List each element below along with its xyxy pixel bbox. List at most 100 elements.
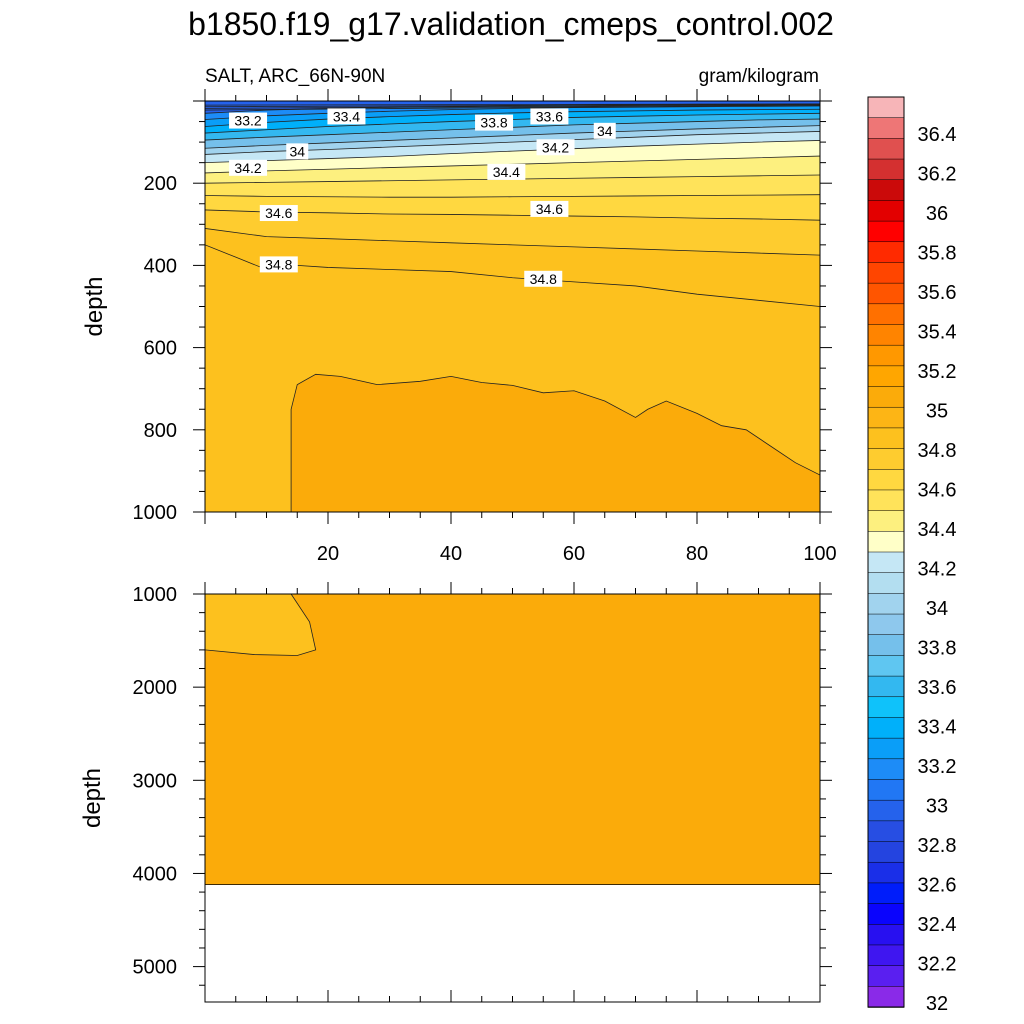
surface-contour-line <box>205 103 820 106</box>
colorbar-label: 35.2 <box>918 361 957 383</box>
colorbar-swatch <box>867 551 905 574</box>
colorbar-swatch <box>867 820 905 843</box>
lower-shallow-pocket <box>205 594 316 656</box>
colorbar-swatch <box>867 241 905 264</box>
colorbar-label: 33.8 <box>918 638 957 660</box>
contour-label-box <box>530 108 569 125</box>
colorbar-label: 33.6 <box>918 677 957 699</box>
colorbar-label: 34.2 <box>918 559 957 581</box>
y-tick-label: 600 <box>144 338 177 360</box>
y-tick-label: 400 <box>144 255 177 277</box>
colorbar-swatch <box>867 799 905 822</box>
contour-label-box <box>259 256 298 273</box>
lower-y-axis-title: depth <box>79 768 106 828</box>
colorbar-label: 32 <box>926 993 948 1015</box>
colorbar-label: 35.4 <box>918 322 957 344</box>
contour-line-34.6 <box>205 209 820 221</box>
colorbar-label: 34.6 <box>918 480 957 502</box>
deep-water-region <box>291 374 820 512</box>
colorbar-swatch <box>867 717 905 739</box>
colorbar-swatch <box>867 406 905 429</box>
x-tick-label: 20 <box>317 543 339 565</box>
y-tick-label: 200 <box>144 173 177 195</box>
colorbar-swatch <box>867 572 905 595</box>
upper-y-axis <box>193 100 832 513</box>
contour-label: 34.8 <box>265 256 292 272</box>
variable-subtitle: SALT, ARC_66N-90N <box>205 66 385 87</box>
contour-label: 33.4 <box>333 108 360 124</box>
colorbar-swatch <box>867 262 905 284</box>
colorbar-label: 34.8 <box>918 440 957 462</box>
lower-x-axis <box>204 582 821 1002</box>
contour-label-box <box>593 122 616 139</box>
contour-label-box <box>229 159 268 176</box>
lower-contour-line <box>204 593 317 656</box>
colorbar-label: 33 <box>926 795 948 817</box>
contour-label-box <box>259 205 298 222</box>
colorbar-swatch <box>867 179 905 202</box>
colorbar-swatch <box>867 510 905 533</box>
colorbar-swatch <box>867 861 905 884</box>
lower-y-axis <box>193 593 832 986</box>
colorbar-label: 35 <box>926 401 948 423</box>
colorbar-label: 35.6 <box>918 282 957 304</box>
y-tick-label: 2000 <box>133 677 178 699</box>
colorbar-swatch <box>867 427 905 450</box>
y-tick-label: 4000 <box>133 863 178 885</box>
colorbar-swatch <box>867 655 905 677</box>
colorbar-label: 33.4 <box>918 716 957 738</box>
y-tick-label: 800 <box>144 420 177 442</box>
colorbar-label: 36 <box>926 203 948 225</box>
upper-x-axis <box>204 89 821 524</box>
colorbar-swatch <box>867 737 905 760</box>
contour-label-box <box>487 163 526 180</box>
colorbar-swatch <box>867 489 905 512</box>
colorbar-swatch <box>867 138 905 160</box>
colorbar-label: 36.2 <box>918 164 957 186</box>
colorbar-swatch <box>867 469 905 491</box>
contour-line-33.4 <box>205 108 820 127</box>
colorbar-swatch <box>867 986 905 1008</box>
colorbar-label: 35.8 <box>918 243 957 265</box>
contour-labels: 33.2 33.4 33.8 33.6 34 34 34.2 34.2 34.4 34.6 34.6… <box>229 108 616 287</box>
colorbar-swatch <box>867 634 905 657</box>
contour-label: 34.8 <box>530 271 557 287</box>
chart-title: b1850.f19_g17.validation_cmeps_control.0… <box>188 6 834 42</box>
contour-label-box <box>327 108 366 125</box>
contour-line-34.7 <box>205 228 820 256</box>
contour-label: 34 <box>289 143 305 159</box>
contour-label: 34 <box>597 123 613 139</box>
colorbar-swatch <box>867 96 905 119</box>
colorbar-label: 32.2 <box>918 953 957 975</box>
contour-label-box <box>229 112 268 129</box>
units-subtitle: gram/kilogram <box>699 66 819 87</box>
x-tick-label: 60 <box>563 543 585 565</box>
colorbar-swatch <box>867 675 905 698</box>
colorbar-swatch <box>867 220 905 243</box>
contour-label-box <box>286 143 309 160</box>
contour-label: 34.6 <box>265 205 292 221</box>
surface-contour-line <box>205 104 820 111</box>
colorbar-swatch <box>867 324 905 346</box>
colorbar-label: 32.8 <box>918 835 957 857</box>
contour-line-33.2 <box>205 105 820 120</box>
colorbar-swatch <box>867 282 905 305</box>
y-tick-label: 1000 <box>133 584 178 606</box>
colorbar-swatch <box>867 944 905 967</box>
colorbar-swatch <box>867 613 905 636</box>
contour-line-34.5 <box>205 194 820 198</box>
upper-panel: 33.2 33.4 33.8 33.6 34 34 34.2 34.2 34.4 34.6 34.6… <box>81 89 837 565</box>
y-tick-label: 3000 <box>133 770 178 792</box>
contour-label-box <box>475 114 514 131</box>
contour-label-box <box>524 270 563 287</box>
contour-label: 34.4 <box>493 164 520 180</box>
colorbar-swatch <box>867 117 905 140</box>
y-tick-label: 5000 <box>133 957 178 979</box>
colorbar-swatch <box>867 344 905 367</box>
contour-label: 34.2 <box>542 139 569 155</box>
colorbar-label: 32.6 <box>918 874 957 896</box>
lower-panel: 1000 2000 3000 4000 5000 depth <box>79 582 832 1003</box>
colorbar-label: 34.4 <box>918 519 957 541</box>
colorbar: 36.4 36.2 36 35.8 35.6 35.4 35.2 35 34.8 34.6 34.4… <box>867 96 957 1015</box>
